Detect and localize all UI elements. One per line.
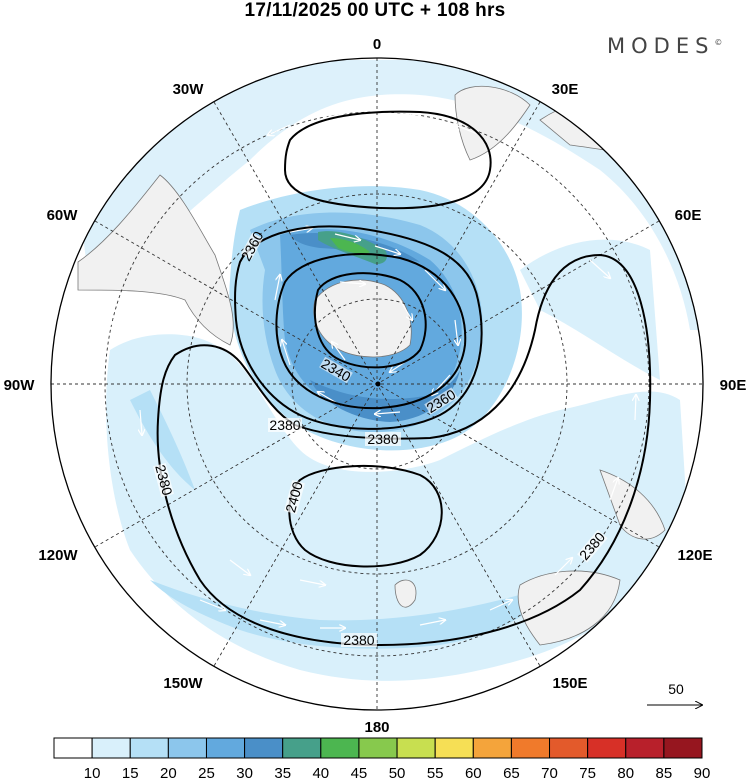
map-boundary [50,57,704,711]
colorbar-swatch [205,737,246,759]
map-title: 17/11/2025 00 UTC + 108 hrs [244,0,506,21]
colorbar-tick-label: 60 [465,765,482,782]
lon-label-120w: 120W [38,547,78,564]
colorbar-tick-label: 20 [160,765,177,782]
wind-vector [589,259,610,278]
lon-label-60w: 60W [47,207,79,224]
colorbar-swatch [472,737,512,759]
colorbar-swatch [53,737,93,759]
contour-2360-outer [234,225,483,430]
colorbar: 10 15 20 25 30 35 40 45 50 55 60 65 70 75 80 85 90 [53,737,711,782]
colorbar-tick-label: 55 [427,765,444,782]
reference-vector-label: 50 [668,681,684,697]
wind-vector [259,619,285,625]
contour-label: 2380 [343,632,374,648]
reference-vector: 50 [647,681,702,705]
wind-vector [199,599,225,610]
colorbar-swatch [510,737,551,759]
wind-vector [274,275,280,301]
colorbar-tick-label: 90 [694,765,711,782]
wind-vector [140,409,142,435]
colorbar-tick-label: 40 [312,765,329,782]
contour-2400 [288,464,443,568]
colorbar-swatch [244,737,284,759]
contour-2380 [156,253,652,647]
contour-label: 2380 [367,431,398,447]
wind-vector [455,125,481,136]
wind-vector [289,228,312,232]
colorbar-tick-label: 80 [617,765,634,782]
lon-label-0: 0 [373,36,381,53]
wind-vector [229,559,250,575]
wind-vector [339,282,365,284]
contour-2360-ring [275,253,467,410]
colorbar-tick-label: 65 [503,765,520,782]
lon-label-60e: 60E [675,207,702,224]
colorbar-tick-label: 70 [541,765,558,782]
south-pole-marker [375,381,381,387]
colorbar-tick-label: 25 [198,765,215,782]
wind-vector [299,579,325,585]
wind-vector [554,558,572,576]
colorbar-swatch [587,737,627,759]
wind-vector [332,342,346,361]
wind-vector [325,111,351,118]
wind-vector [334,233,360,240]
colorbar-swatch [167,737,207,759]
lon-label-180: 180 [364,719,389,736]
colorbar-swatch [434,737,474,759]
lon-label-90e: 90E [720,377,747,394]
brand-name: MODES [607,34,715,58]
contour-label: 2400 [282,480,306,514]
contour-top-closed [283,110,492,210]
colorbar-swatch [91,737,131,759]
lon-label-90w: 90W [4,377,36,394]
map-disc: 2360 2340 2360 2380 2380 2380 2380 2380 … [51,58,703,710]
colorbar-swatch [396,737,436,759]
contour-label-group: 2360 2340 2360 2380 2380 2380 2380 2380 … [152,228,608,648]
colorbar-swatch [129,737,169,759]
lon-label-30w: 30W [173,81,205,98]
colorbar-tick-label: 75 [579,765,596,782]
colorbar-tick-label: 30 [236,765,253,782]
longitude-labels: 0 30E 60E 90E 120E 150E 180 150W 120W 90… [4,36,747,736]
wind-vector [375,412,401,414]
wind-vector [455,319,458,345]
colorbar-tick-label: 35 [274,765,291,782]
colorbar-swatch [625,737,665,759]
contour-label: 2380 [152,463,176,497]
height-contours [156,110,652,647]
wind-vector [424,269,445,290]
wind-vector [282,340,291,366]
wind-vector [374,245,400,254]
colorbar-swatch [663,737,703,759]
colorbar-tick-label: 15 [122,765,139,782]
modes-logo: MODES© [607,34,722,58]
contour-label: 2380 [269,417,300,433]
wind-vector [99,320,120,331]
wind-vector [399,299,412,320]
lon-label-30e: 30E [552,81,579,98]
brand-mark: © [714,38,723,47]
contour-inner-2340 [314,272,427,369]
colorbar-swatch [358,737,398,759]
wind-vector [635,395,636,421]
colorbar-tick-label: 45 [351,765,368,782]
wind-vector [609,478,618,501]
colorbar-tick-label: 50 [389,765,406,782]
wind-vector [489,600,512,611]
colorbar-swatch [320,737,360,759]
wind-vector [268,124,291,135]
colorbar-swatch [549,737,589,759]
colorbar-tick-label: 10 [84,765,101,782]
colorbar-tick-label: 85 [656,765,673,782]
wind-vector [419,620,445,626]
lon-label-120e: 120E [677,547,712,564]
colorbar-swatch [282,737,322,759]
lon-label-150e: 150E [552,675,587,692]
lon-label-150w: 150W [163,675,203,692]
